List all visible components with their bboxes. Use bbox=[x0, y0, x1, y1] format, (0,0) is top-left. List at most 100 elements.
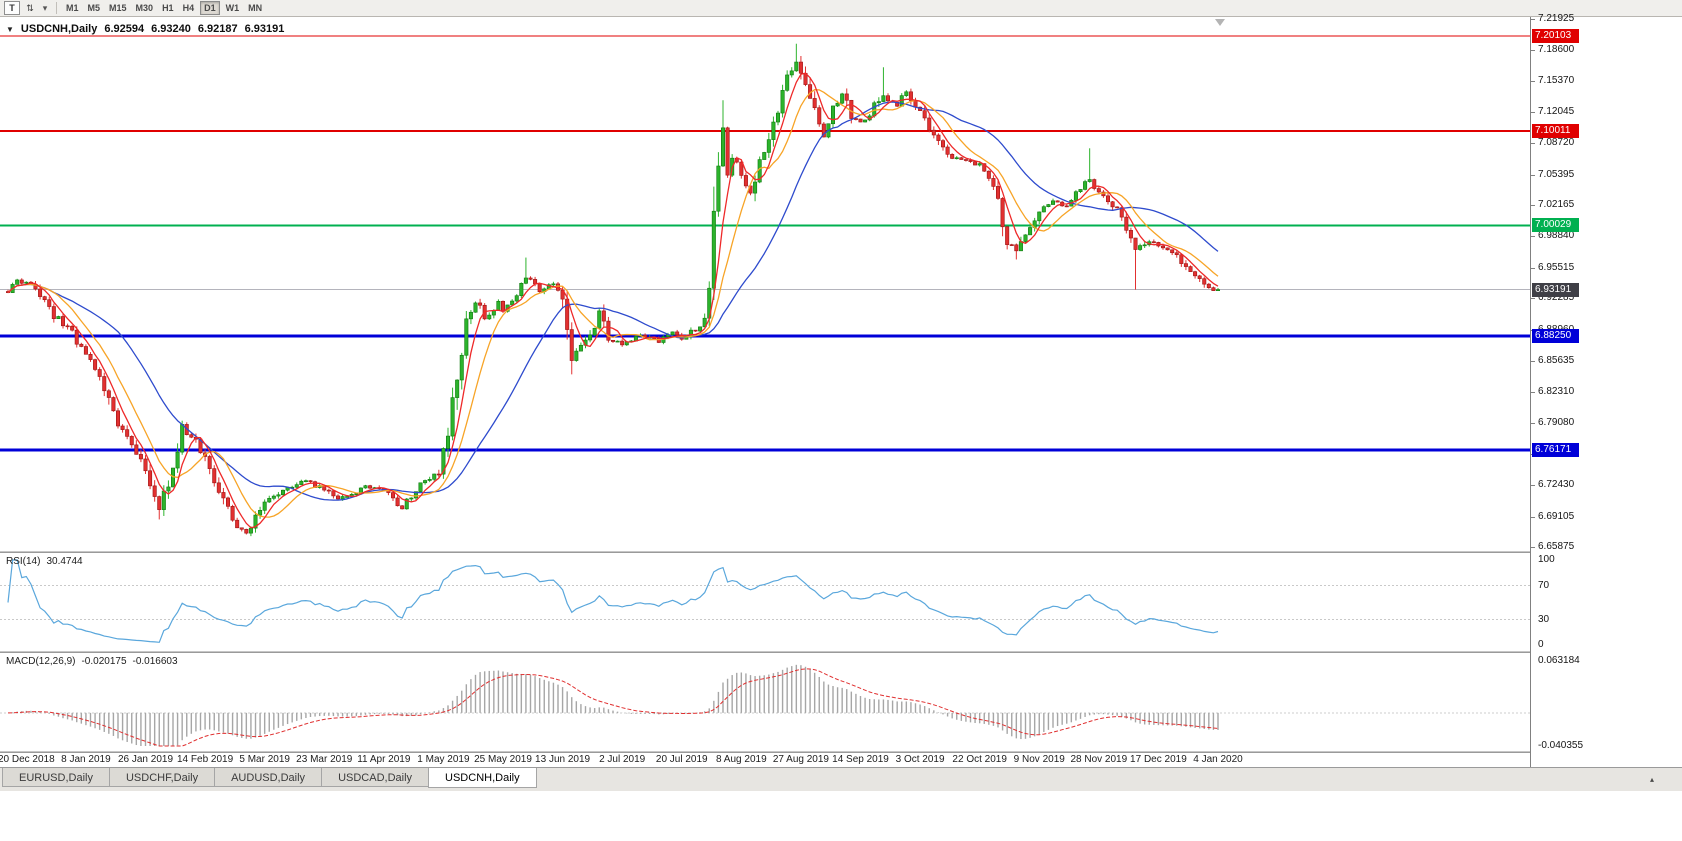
price-tick-mark bbox=[1531, 485, 1535, 487]
macd-level-label: 0.063184 bbox=[1538, 655, 1580, 666]
time-axis-date-label: 27 Aug 2019 bbox=[772, 754, 829, 765]
time-axis-date-label: 20 Jul 2019 bbox=[655, 754, 708, 765]
panel-separator[interactable] bbox=[0, 551, 1682, 553]
chart-tab-usdcad[interactable]: USDCAD,Daily bbox=[321, 768, 430, 787]
price-tick-label: 7.08720 bbox=[1538, 137, 1575, 149]
price-tick-mark bbox=[1531, 112, 1535, 114]
macd-indicator-panel[interactable] bbox=[0, 653, 1530, 751]
toolbar: T ⇅ ▾ M1 M5 M15 M30 H1 H4 D1 W1 MN bbox=[0, 0, 1682, 17]
price-level-badge: 7.10011 bbox=[1532, 124, 1579, 139]
price-tick-mark bbox=[1531, 392, 1535, 394]
rsi-name: RSI(14) bbox=[6, 556, 41, 567]
rsi-level-label: 100 bbox=[1538, 554, 1555, 565]
price-tick-label: 6.69105 bbox=[1538, 510, 1575, 522]
ohlc-low: 6.92187 bbox=[197, 23, 238, 35]
chart-tab-usdchf[interactable]: USDCHF,Daily bbox=[108, 768, 216, 787]
price-level-badge: 7.00029 bbox=[1532, 218, 1579, 233]
macd-value: -0.020175 bbox=[81, 656, 127, 667]
macd-level-label: -0.040355 bbox=[1538, 740, 1584, 751]
price-tick-label: 6.98840 bbox=[1538, 230, 1575, 242]
price-tick-mark bbox=[1531, 360, 1535, 362]
price-tick-label: 7.15370 bbox=[1538, 74, 1575, 86]
price-tick-label: 6.79080 bbox=[1538, 416, 1575, 428]
time-axis-date-label: 20 Dec 2018 bbox=[0, 754, 55, 765]
rsi-value: 30.4744 bbox=[46, 556, 83, 567]
price-tick-mark bbox=[1531, 143, 1535, 145]
ohlc-collapse-icon[interactable]: ▼ bbox=[6, 24, 14, 34]
price-tick-mark bbox=[1531, 205, 1535, 207]
price-tick-label: 7.21925 bbox=[1538, 13, 1575, 24]
templates-button[interactable]: T bbox=[4, 1, 20, 15]
rsi-level-label: 70 bbox=[1538, 579, 1550, 591]
price-tick-mark bbox=[1531, 516, 1535, 518]
ohlc-close: 6.93191 bbox=[244, 23, 285, 35]
time-axis[interactable]: 20 Dec 2018 8 Jan 2019 26 Jan 2019 14 Feb 2… bbox=[0, 753, 1530, 767]
timeframe-m15-button[interactable]: M15 bbox=[106, 1, 130, 15]
price-tick-mark bbox=[1531, 422, 1535, 424]
price-level-badge: 6.88250 bbox=[1532, 329, 1579, 344]
rsi-indicator-panel[interactable] bbox=[0, 553, 1530, 651]
timeframe-m30-button[interactable]: M30 bbox=[133, 1, 157, 15]
timeframe-mn-button[interactable]: MN bbox=[245, 1, 265, 15]
macd-name: MACD(12,26,9) bbox=[6, 656, 76, 667]
price-tick-label: 6.82310 bbox=[1538, 386, 1575, 398]
price-tick-label: 6.72430 bbox=[1538, 479, 1575, 491]
timeframe-h4-button[interactable]: H4 bbox=[180, 1, 198, 15]
tabbar-scroll-icon[interactable]: ▴ bbox=[1649, 775, 1654, 784]
chart-tab-audusd[interactable]: AUDUSD,Daily bbox=[214, 768, 323, 787]
time-axis-date-label: 17 Dec 2019 bbox=[1130, 754, 1187, 765]
time-axis-date-label: 4 Jan 2020 bbox=[1193, 754, 1243, 765]
timeframe-m5-button[interactable]: M5 bbox=[85, 1, 104, 15]
time-axis-date-label: 2 Jul 2019 bbox=[599, 754, 646, 765]
chart-tab-eurusd[interactable]: EURUSD,Daily bbox=[2, 768, 110, 787]
time-axis-date-label: 8 Jan 2019 bbox=[61, 754, 111, 765]
price-level-badge: 6.76171 bbox=[1532, 443, 1579, 457]
time-axis-date-label: 9 Nov 2019 bbox=[1013, 754, 1065, 765]
price-tick-label: 7.05395 bbox=[1538, 168, 1575, 180]
price-tick-mark bbox=[1531, 267, 1535, 269]
panel-separator[interactable] bbox=[0, 651, 1682, 653]
price-tick-label: 6.92285 bbox=[1538, 292, 1575, 304]
toolbar-dropdown-icon[interactable]: ▾ bbox=[40, 1, 50, 15]
price-tick-mark bbox=[1531, 174, 1535, 176]
price-axis[interactable]: 7.21925 7.18600 7.15370 7.12045 7.08720 7.053… bbox=[1530, 13, 1682, 767]
panel-separator[interactable] bbox=[0, 751, 1682, 753]
ohlc-high: 6.93240 bbox=[151, 23, 191, 35]
timeframe-w1-button[interactable]: W1 bbox=[223, 1, 243, 15]
price-tick-mark bbox=[1531, 80, 1535, 82]
price-tick-label: 7.02165 bbox=[1538, 199, 1575, 211]
ohlc-open: 6.92594 bbox=[104, 23, 145, 35]
price-tick-label: 6.65875 bbox=[1538, 540, 1575, 552]
timeframe-button-group: M1 M5 M15 M30 H1 H4 D1 W1 MN bbox=[63, 1, 265, 15]
macd-signal-value: -0.016603 bbox=[132, 656, 178, 667]
macd-label: MACD(12,26,9) -0.020175 -0.016603 bbox=[6, 656, 178, 667]
time-axis-date-label: 26 Jan 2019 bbox=[117, 754, 174, 765]
price-tick-label: 6.85635 bbox=[1538, 354, 1575, 366]
timeframe-h1-button[interactable]: H1 bbox=[159, 1, 177, 15]
chart-tab-usdcnh[interactable]: USDCNH,Daily bbox=[428, 768, 537, 788]
rsi-label: RSI(14) 30.4744 bbox=[6, 556, 83, 567]
price-level-badge: 7.20103 bbox=[1532, 29, 1579, 44]
time-axis-date-label: 13 Jun 2019 bbox=[535, 754, 591, 765]
price-tick-label: 6.88960 bbox=[1538, 324, 1574, 335]
price-tick-label: 7.18600 bbox=[1538, 44, 1575, 56]
timeframe-d1-button[interactable]: D1 bbox=[200, 1, 220, 15]
time-axis-date-label: 8 Aug 2019 bbox=[716, 754, 767, 765]
chart-symbol-period: USDCNH,Daily bbox=[20, 23, 98, 35]
price-tick-mark bbox=[1531, 298, 1535, 300]
cursor-mode-button[interactable]: ⇅ bbox=[22, 1, 38, 15]
price-tick-mark bbox=[1531, 236, 1535, 238]
timeframe-m1-button[interactable]: M1 bbox=[63, 1, 82, 15]
main-price-chart[interactable] bbox=[0, 17, 1530, 551]
time-axis-date-label: 1 May 2019 bbox=[417, 754, 470, 765]
time-axis-date-label: 25 May 2019 bbox=[474, 754, 532, 765]
time-axis-date-label: 14 Feb 2019 bbox=[176, 754, 234, 765]
rsi-level-label: 30 bbox=[1538, 613, 1550, 625]
chart-tab-bar: EURUSD,Daily USDCHF,Daily AUDUSD,Daily USDC… bbox=[0, 768, 1682, 791]
time-axis-date-label: 28 Nov 2019 bbox=[1070, 754, 1128, 765]
time-axis-border bbox=[0, 767, 1682, 768]
price-tick-label: 7.12045 bbox=[1538, 106, 1575, 118]
price-tick-mark bbox=[1531, 19, 1535, 20]
current-price-badge: 6.93191 bbox=[1532, 282, 1579, 297]
